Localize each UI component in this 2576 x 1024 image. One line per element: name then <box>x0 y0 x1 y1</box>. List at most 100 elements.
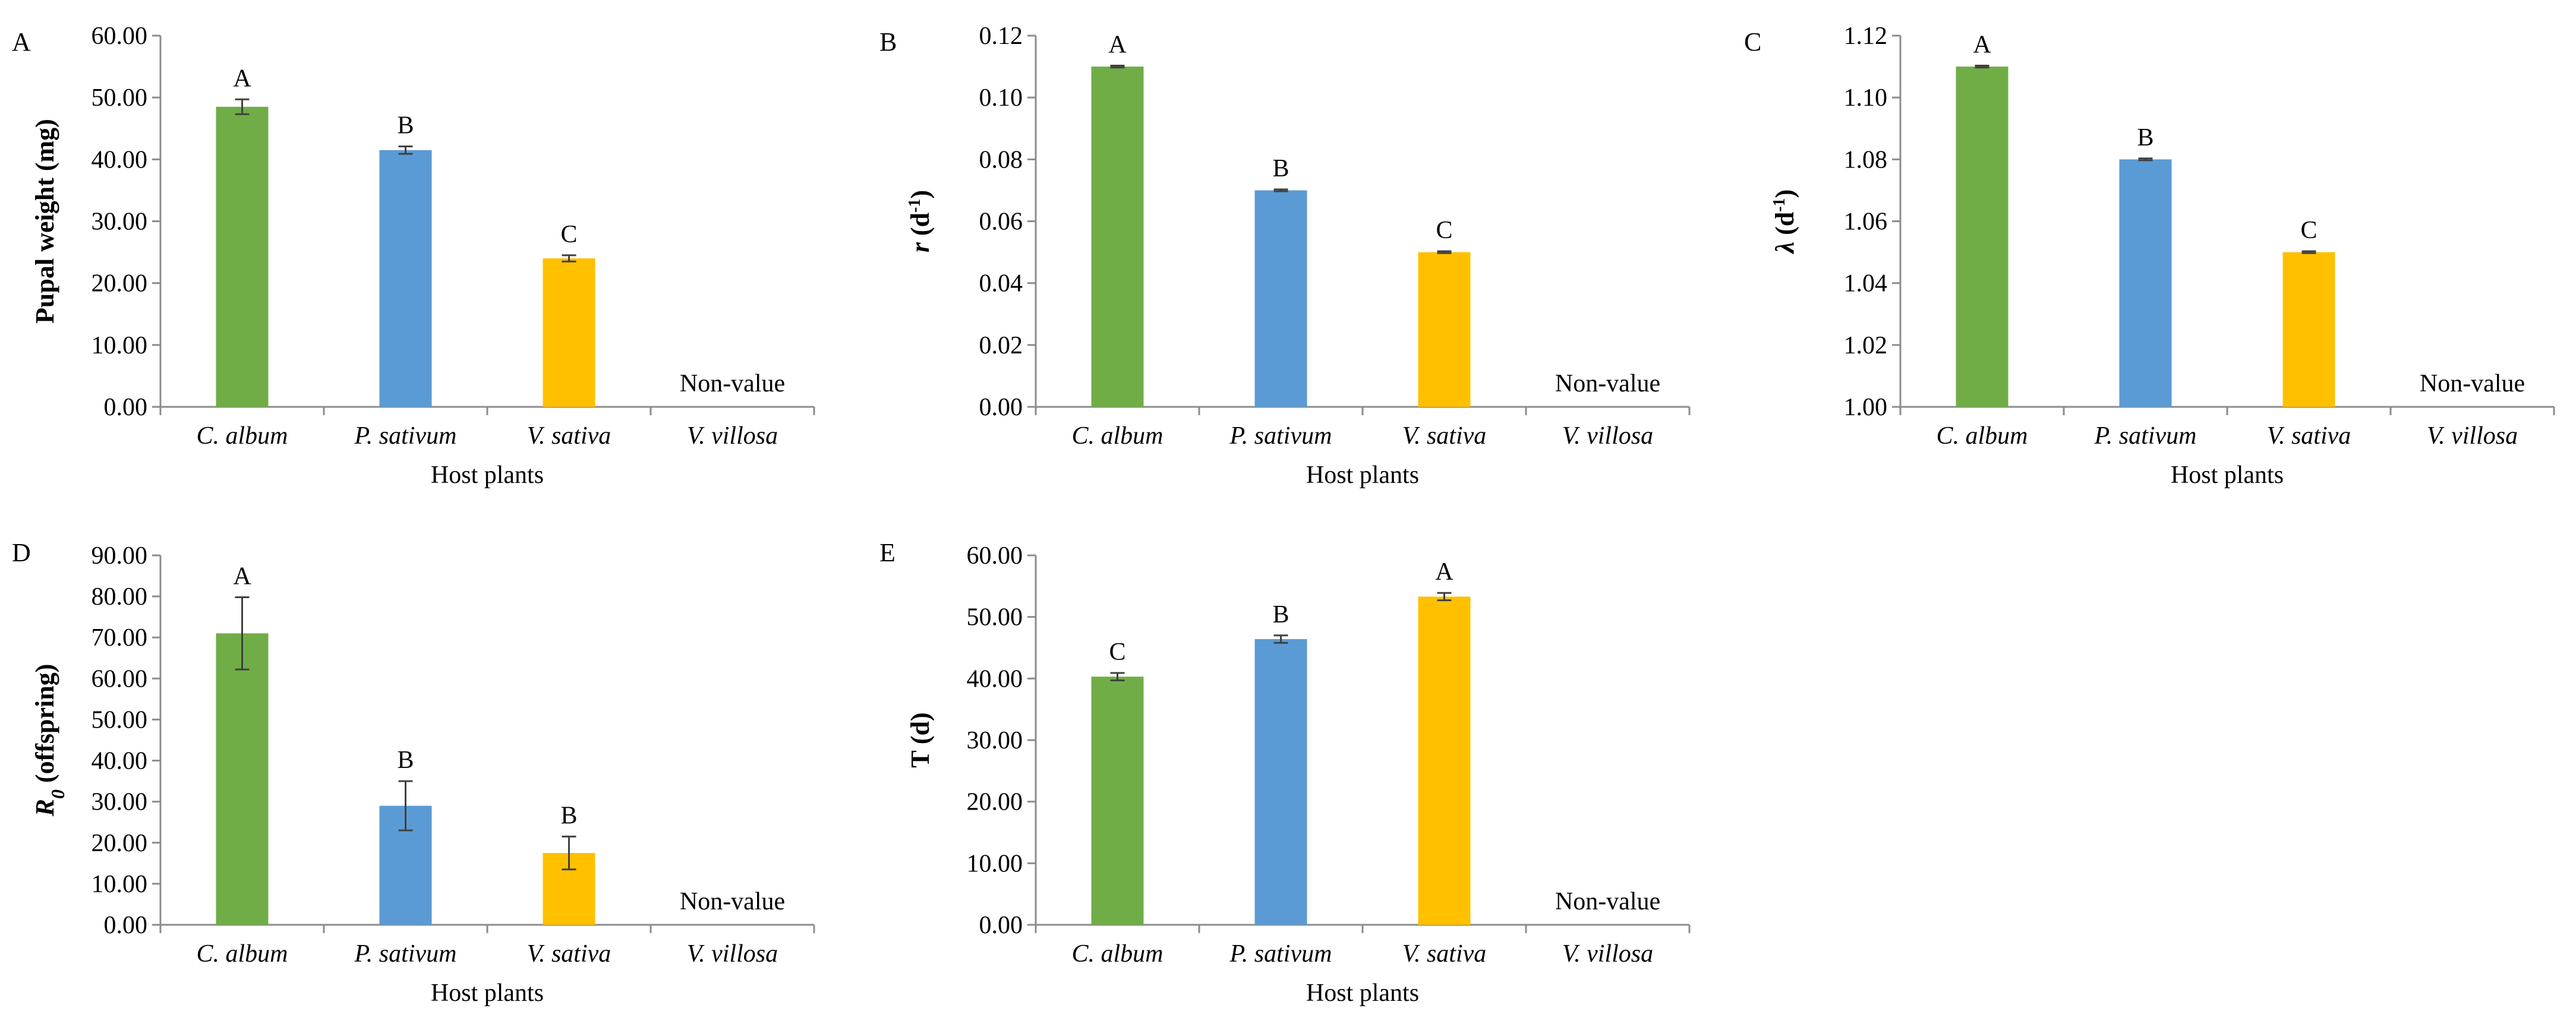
bar-calbum <box>1091 67 1144 407</box>
panel-label: C <box>1744 27 1761 56</box>
x-tick-label: V. villosa <box>687 422 778 450</box>
x-tick-label: V. sativa <box>1402 422 1487 450</box>
missing-value-label: Non-value <box>680 888 785 915</box>
y-tick-label: 30.00 <box>92 789 148 816</box>
y-tick-label: 90.00 <box>92 542 148 570</box>
y-tick-label: 50.00 <box>92 706 148 734</box>
x-tick-label: P. sativum <box>354 422 457 450</box>
significance-letter: B <box>1272 155 1289 182</box>
y-tick-label: 30.00 <box>967 727 1023 754</box>
y-tick-label: 40.00 <box>92 146 148 173</box>
y-tick-label: 0.10 <box>979 84 1023 112</box>
panel-label: D <box>12 538 31 567</box>
y-tick-label: 60.00 <box>92 23 148 50</box>
y-tick-label: 40.00 <box>967 665 1023 693</box>
bar-vsativa <box>1418 596 1471 925</box>
y-tick-label: 1.04 <box>1844 270 1888 298</box>
y-tick-label: 0.12 <box>979 23 1023 50</box>
significance-letter: B <box>2137 124 2154 151</box>
y-tick-label: 1.02 <box>1844 332 1888 359</box>
significance-letter: C <box>560 221 577 248</box>
x-tick-label: V. villosa <box>1562 422 1653 450</box>
y-tick-label: 70.00 <box>92 624 148 652</box>
bar-calbum <box>216 633 269 925</box>
missing-value-label: Non-value <box>680 370 785 397</box>
x-tick-label: V. sativa <box>1402 940 1487 968</box>
y-axis-title: r (d-1) <box>906 190 935 252</box>
x-axis-title: Host plants <box>431 979 544 1007</box>
y-tick-label: 1.08 <box>1844 146 1888 173</box>
y-tick-label: 0.04 <box>979 270 1023 298</box>
y-tick-label: 20.00 <box>92 830 148 857</box>
y-tick-label: 50.00 <box>92 84 148 112</box>
x-tick-label: C. album <box>1071 422 1163 450</box>
y-axis-title: λ (d-1) <box>1770 189 1800 255</box>
panel-label: E <box>879 538 896 567</box>
y-tick-label: 60.00 <box>92 665 148 693</box>
bar-psativum <box>1254 190 1307 407</box>
y-tick-label: 10.00 <box>967 850 1023 877</box>
panel-b: B 0.00 0.02 0.04 0.06 0.08 0.10 0.12 A C. album B P… <box>879 23 1691 489</box>
y-tick-label: 0.02 <box>979 332 1023 359</box>
y-tick-label: 0.00 <box>979 912 1023 939</box>
y-tick-label: 10.00 <box>92 871 148 898</box>
y-tick-label: 0.00 <box>979 394 1023 421</box>
panel-label: B <box>879 27 897 56</box>
y-axis-title: T (d) <box>906 712 935 767</box>
panel-e: E 0.00 10.00 20.00 30.00 40.00 50.00 60.00 C C. a… <box>879 538 1691 1007</box>
x-tick-label: V. sativa <box>2267 422 2351 450</box>
missing-value-label: Non-value <box>1555 370 1660 397</box>
x-tick-label: P. sativum <box>1229 422 1332 450</box>
y-tick-label: 0.08 <box>979 146 1023 173</box>
bar-vsativa <box>2282 252 2335 407</box>
y-tick-label: 20.00 <box>92 270 148 298</box>
y-axis-title: R0 (offspring) <box>30 664 68 817</box>
significance-letter: A <box>1108 31 1127 59</box>
x-tick-label: C. album <box>196 940 288 968</box>
x-tick-label: V. sativa <box>527 940 611 968</box>
y-tick-label: 1.06 <box>1844 208 1888 236</box>
significance-letter: B <box>560 802 577 829</box>
bar-calbum <box>216 106 269 407</box>
bar-psativum <box>2119 159 2172 407</box>
y-tick-label: 20.00 <box>967 789 1023 816</box>
x-tick-label: V. sativa <box>527 422 611 450</box>
y-tick-label: 1.10 <box>1844 84 1888 112</box>
y-tick-label: 50.00 <box>967 604 1023 631</box>
bar-vsativa <box>543 258 595 407</box>
significance-letter: B <box>1272 601 1289 628</box>
x-tick-label: C. album <box>1071 940 1163 968</box>
y-tick-label: 80.00 <box>92 583 148 611</box>
x-axis-title: Host plants <box>2171 462 2284 489</box>
x-tick-label: P. sativum <box>2094 422 2197 450</box>
missing-value-label: Non-value <box>2420 370 2525 397</box>
x-axis-title: Host plants <box>1306 979 1419 1007</box>
y-axis-title: Pupal weight (mg) <box>30 119 59 324</box>
x-tick-label: V. villosa <box>1562 940 1653 968</box>
significance-letter: A <box>233 65 251 92</box>
significance-letter: A <box>233 562 251 590</box>
panel-label: A <box>12 27 31 56</box>
missing-value-label: Non-value <box>1555 888 1660 915</box>
bar-calbum <box>1956 67 2009 407</box>
x-tick-label: V. villosa <box>2427 422 2518 450</box>
y-tick-label: 0.00 <box>104 912 148 939</box>
significance-letter: C <box>2300 217 2317 244</box>
y-tick-label: 1.00 <box>1844 394 1888 421</box>
x-axis-title: Host plants <box>431 462 544 489</box>
bar-vsativa <box>1418 252 1471 407</box>
x-axis-title: Host plants <box>1306 462 1419 489</box>
y-tick-label: 0.06 <box>979 208 1023 236</box>
bar-psativum <box>379 150 432 407</box>
bar-psativum <box>1254 639 1307 925</box>
x-tick-label: V. villosa <box>687 940 778 968</box>
y-tick-label: 0.00 <box>104 394 148 421</box>
significance-letter: C <box>1436 217 1452 244</box>
x-tick-label: P. sativum <box>1229 940 1332 968</box>
significance-letter: B <box>397 112 414 139</box>
significance-letter: A <box>1973 31 1991 59</box>
bar-calbum <box>1091 677 1144 925</box>
panel-c: C 1.00 1.02 1.04 1.06 1.08 1.10 1.12 A C. album B P… <box>1744 23 2555 489</box>
x-tick-label: P. sativum <box>354 940 457 968</box>
